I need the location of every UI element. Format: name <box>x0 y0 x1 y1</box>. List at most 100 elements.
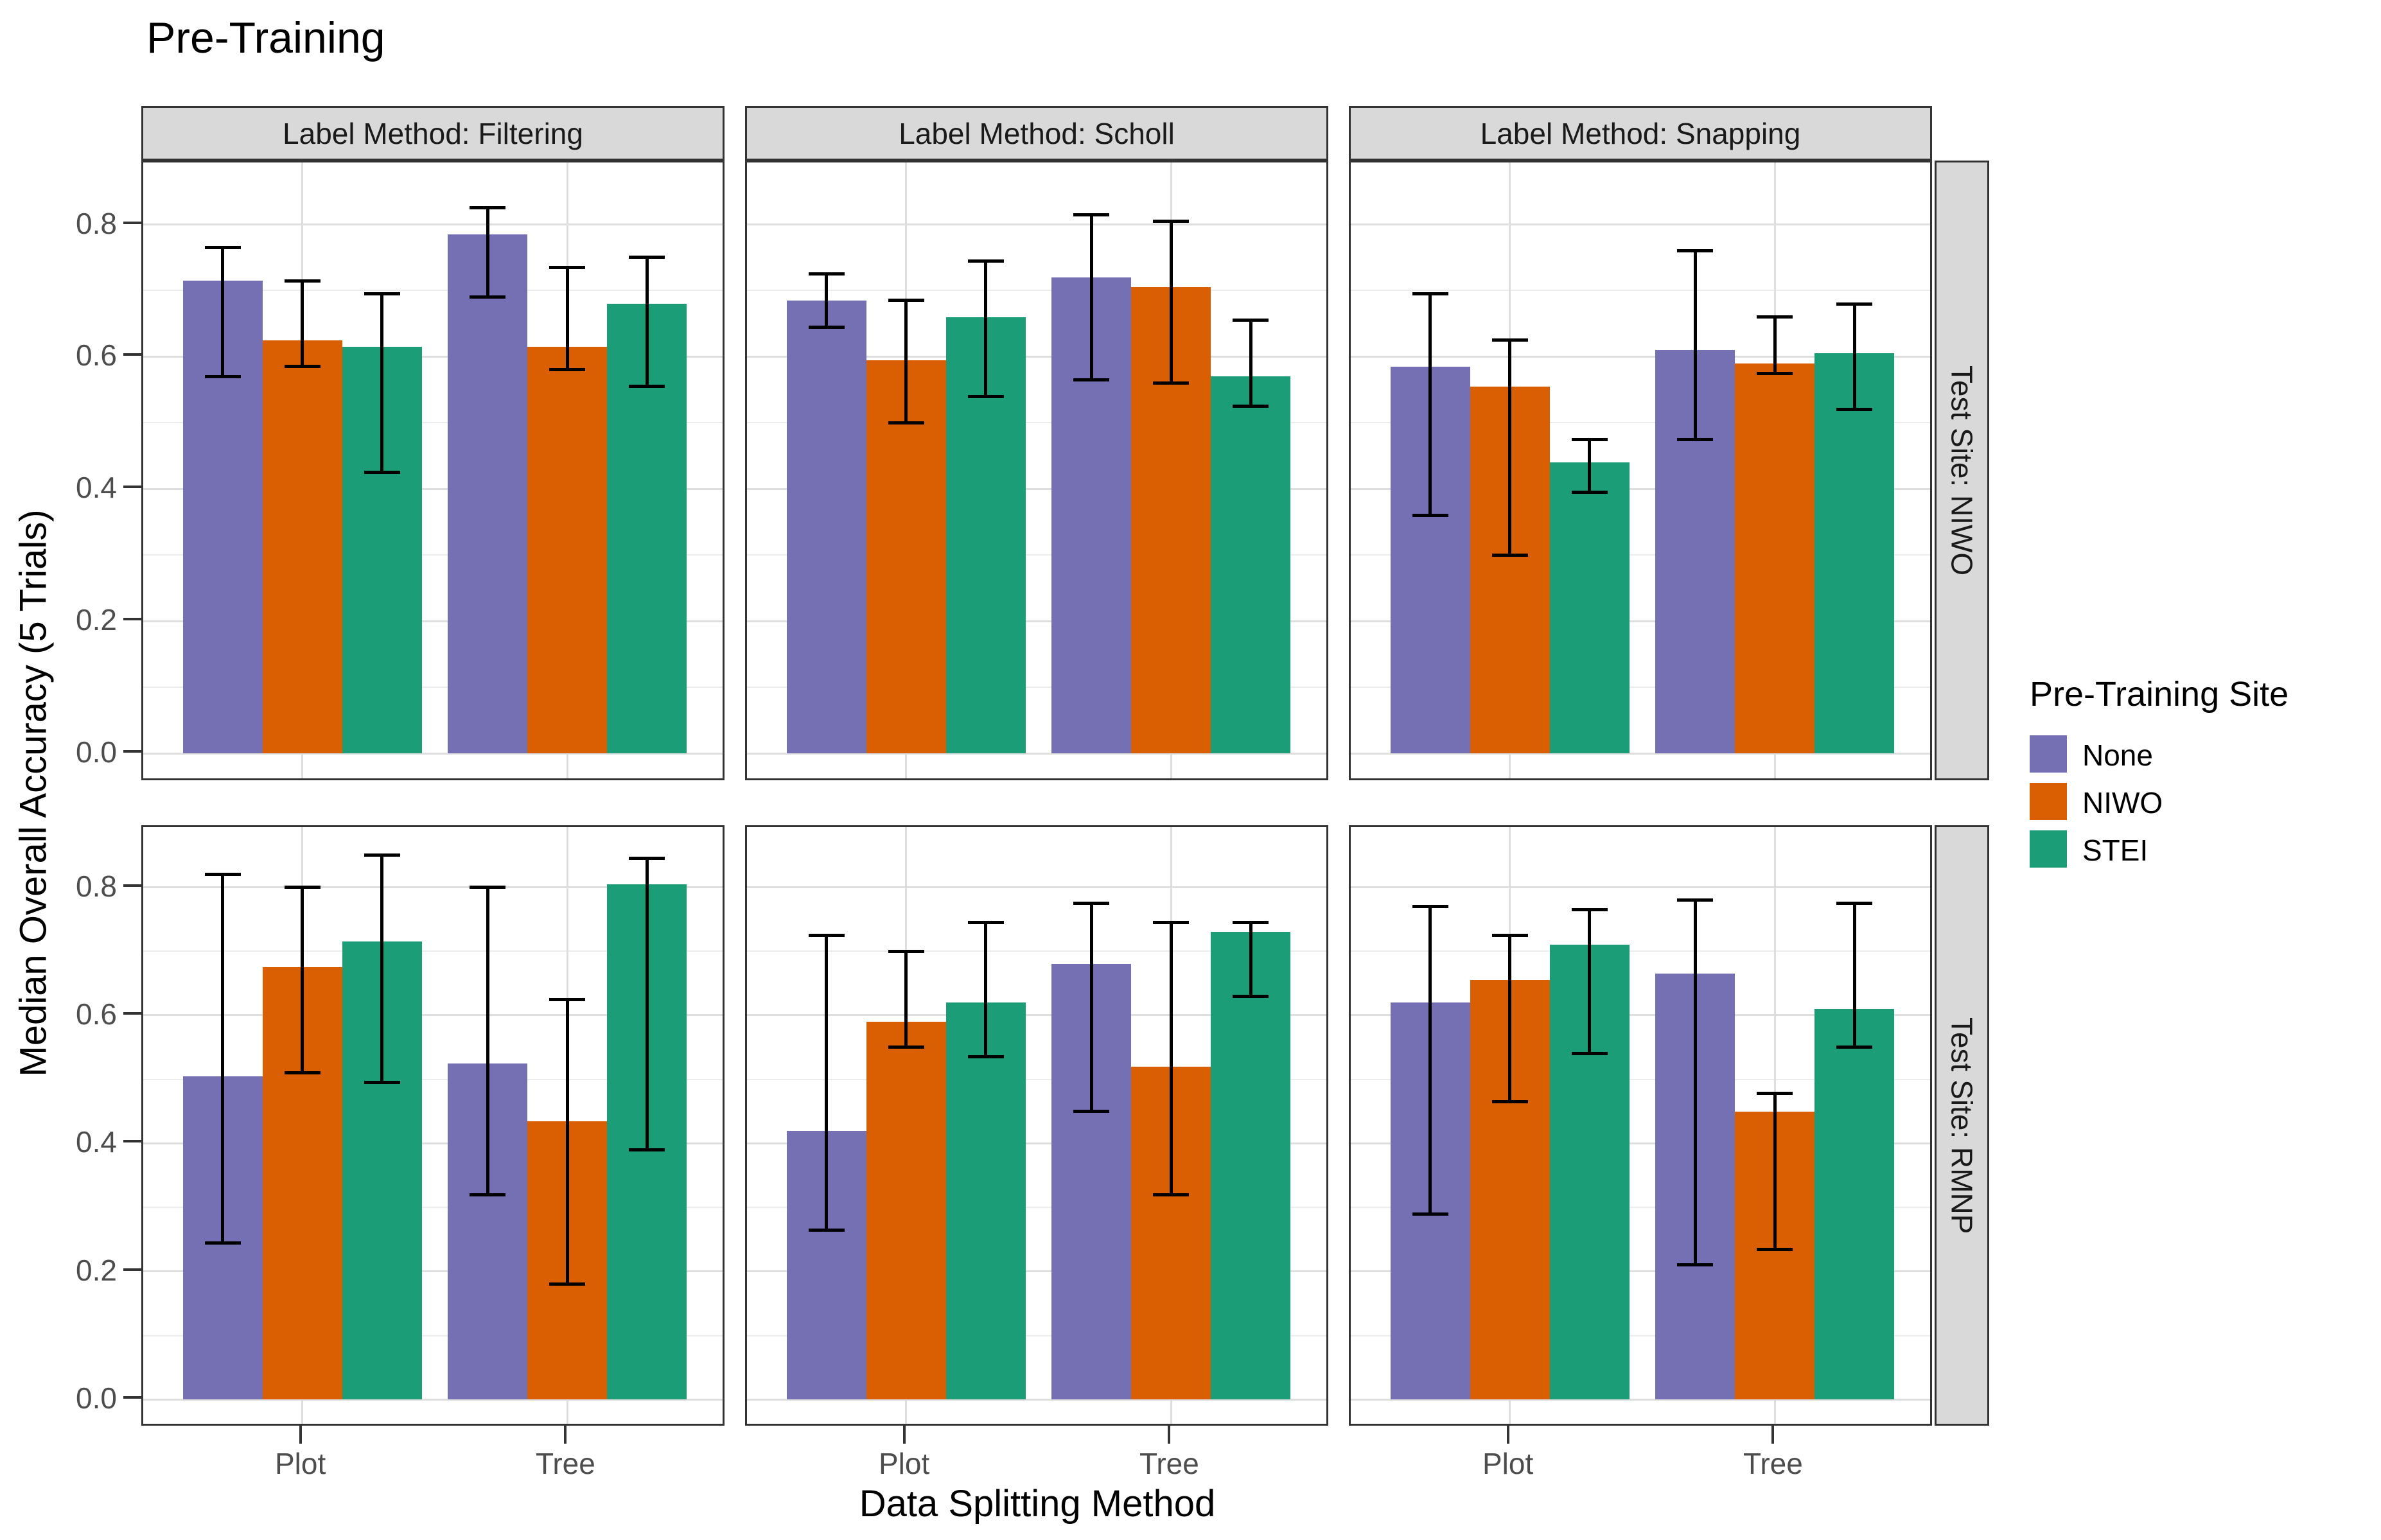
error-bar-cap <box>1153 1193 1190 1196</box>
facet-strip-label: Test Site: NIWO <box>1945 365 1979 576</box>
error-bar-cap <box>1491 338 1528 342</box>
facet-strip-label: Label Method: Scholl <box>899 116 1175 150</box>
gridline-major <box>747 1014 1326 1017</box>
gridline-minor <box>747 687 1326 688</box>
y-tick-mark <box>123 618 141 621</box>
y-tick-mark <box>123 750 141 753</box>
error-bar <box>645 858 649 1150</box>
error-bar-cap <box>629 857 665 861</box>
gridline-major <box>747 752 1326 755</box>
gridline-minor <box>143 950 723 952</box>
y-tick-label: 0.0 <box>76 735 117 769</box>
error-bar-cap <box>1412 292 1448 296</box>
error-bar-cap <box>364 471 400 474</box>
gridline-major <box>747 1142 1326 1144</box>
gridline-minor <box>143 1207 723 1209</box>
gridline-major <box>1351 620 1930 622</box>
error-bar-cap <box>1073 378 1110 381</box>
gridline-major <box>143 1270 723 1273</box>
error-bar <box>1693 250 1697 439</box>
error-bar-cap <box>204 873 241 876</box>
error-bar-cap <box>1757 371 1793 375</box>
error-bar-cap <box>1233 319 1269 322</box>
gridline-minor <box>1351 1334 1930 1336</box>
y-tick-label: 0.8 <box>76 869 117 903</box>
gridline-minor <box>747 290 1326 292</box>
x-tick-mark <box>299 1426 302 1444</box>
gridline-minor <box>1351 950 1930 952</box>
gridline-major <box>1351 487 1930 490</box>
error-bar-cap <box>1073 901 1110 905</box>
bar <box>262 340 342 753</box>
y-tick-label: 0.6 <box>76 997 117 1031</box>
error-bar-cap <box>888 421 924 424</box>
gridline-major <box>1351 1398 1930 1401</box>
y-tick-label: 0.4 <box>76 1125 117 1159</box>
bar <box>448 234 528 753</box>
error-bar <box>1693 900 1697 1265</box>
gridline-minor <box>1351 290 1930 292</box>
bar <box>1735 363 1815 753</box>
error-bar-cap <box>1677 898 1714 902</box>
error-bar-cap <box>1412 1212 1448 1216</box>
gridline-major <box>747 1270 1326 1273</box>
gridline-minor <box>143 290 723 292</box>
error-bar-cap <box>364 292 400 296</box>
gridline-major <box>143 886 723 888</box>
error-bar-cap <box>629 1148 665 1151</box>
error-bar-cap <box>470 1193 506 1196</box>
facet-strip-column: Label Method: Filtering <box>141 106 725 161</box>
error-bar-cap <box>1677 437 1714 441</box>
gridline-major <box>747 223 1326 225</box>
error-bar-cap <box>204 1241 241 1245</box>
bar <box>945 1002 1026 1400</box>
y-tick-label: 0.0 <box>76 1381 117 1415</box>
error-bar-cap <box>1757 1092 1793 1096</box>
y-tick-mark <box>123 1140 141 1143</box>
error-bar <box>1249 320 1252 407</box>
error-bar-cap <box>1073 1110 1110 1114</box>
x-tick-mark <box>902 1426 906 1444</box>
gridline-minor <box>1351 1078 1930 1080</box>
error-bar-cap <box>1491 1100 1528 1104</box>
y-tick-label: 0.6 <box>76 338 117 372</box>
error-bar <box>1249 922 1252 996</box>
plot-title: Pre-Training <box>146 13 385 62</box>
gridline-major <box>1351 752 1930 755</box>
error-bar <box>1169 922 1173 1195</box>
error-bar-cap <box>808 933 845 937</box>
y-tick-mark <box>123 1396 141 1399</box>
panel <box>745 161 1328 780</box>
error-bar-cap <box>284 886 321 889</box>
bar <box>1814 353 1895 753</box>
error-bar <box>565 999 569 1284</box>
error-bar <box>1852 304 1856 410</box>
error-bar-cap <box>204 246 241 249</box>
error-bar <box>904 951 908 1047</box>
error-bar <box>1852 903 1856 1047</box>
error-bar-cap <box>967 920 1004 924</box>
error-bar <box>645 257 649 387</box>
gridline-minor <box>1351 1207 1930 1209</box>
gridline-major <box>747 886 1326 888</box>
facet-strip-row: Test Site: NIWO <box>1935 161 1989 780</box>
gridline-major <box>1351 1270 1930 1273</box>
bar <box>786 300 866 753</box>
gridline-minor <box>747 1078 1326 1080</box>
error-bar-cap <box>1571 490 1608 494</box>
x-tick-label: Plot <box>878 1447 930 1480</box>
gridline-major <box>143 752 723 755</box>
error-bar <box>1428 906 1432 1214</box>
panel <box>745 825 1328 1426</box>
error-bar-cap <box>1233 405 1269 408</box>
legend-key-swatch <box>2030 830 2067 868</box>
bar <box>1814 1009 1895 1400</box>
x-tick-mark <box>1771 1426 1775 1444</box>
gridline-major <box>143 1142 723 1144</box>
y-tick-mark <box>123 353 141 356</box>
error-bar-cap <box>1677 1263 1714 1267</box>
error-bar-cap <box>888 949 924 953</box>
y-tick-label: 0.2 <box>76 1253 117 1287</box>
error-bar-cap <box>284 279 321 283</box>
gridline-minor <box>143 554 723 556</box>
